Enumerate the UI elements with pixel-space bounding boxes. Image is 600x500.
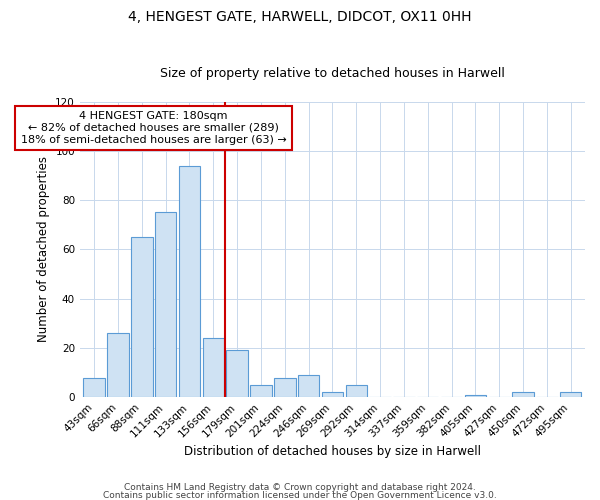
Bar xyxy=(298,375,319,397)
Bar xyxy=(560,392,581,397)
Bar xyxy=(179,166,200,397)
Bar xyxy=(155,212,176,397)
Bar xyxy=(274,378,296,397)
Title: Size of property relative to detached houses in Harwell: Size of property relative to detached ho… xyxy=(160,66,505,80)
X-axis label: Distribution of detached houses by size in Harwell: Distribution of detached houses by size … xyxy=(184,444,481,458)
Text: Contains HM Land Registry data © Crown copyright and database right 2024.: Contains HM Land Registry data © Crown c… xyxy=(124,484,476,492)
Bar xyxy=(346,385,367,397)
Text: 4 HENGEST GATE: 180sqm
← 82% of detached houses are smaller (289)
18% of semi-de: 4 HENGEST GATE: 180sqm ← 82% of detached… xyxy=(21,112,287,144)
Bar xyxy=(131,237,152,397)
Text: Contains public sector information licensed under the Open Government Licence v3: Contains public sector information licen… xyxy=(103,490,497,500)
Y-axis label: Number of detached properties: Number of detached properties xyxy=(37,156,50,342)
Bar xyxy=(464,395,486,397)
Bar xyxy=(322,392,343,397)
Text: 4, HENGEST GATE, HARWELL, DIDCOT, OX11 0HH: 4, HENGEST GATE, HARWELL, DIDCOT, OX11 0… xyxy=(128,10,472,24)
Bar xyxy=(107,333,129,397)
Bar xyxy=(83,378,105,397)
Bar xyxy=(203,338,224,397)
Bar xyxy=(226,350,248,397)
Bar xyxy=(250,385,272,397)
Bar xyxy=(512,392,534,397)
